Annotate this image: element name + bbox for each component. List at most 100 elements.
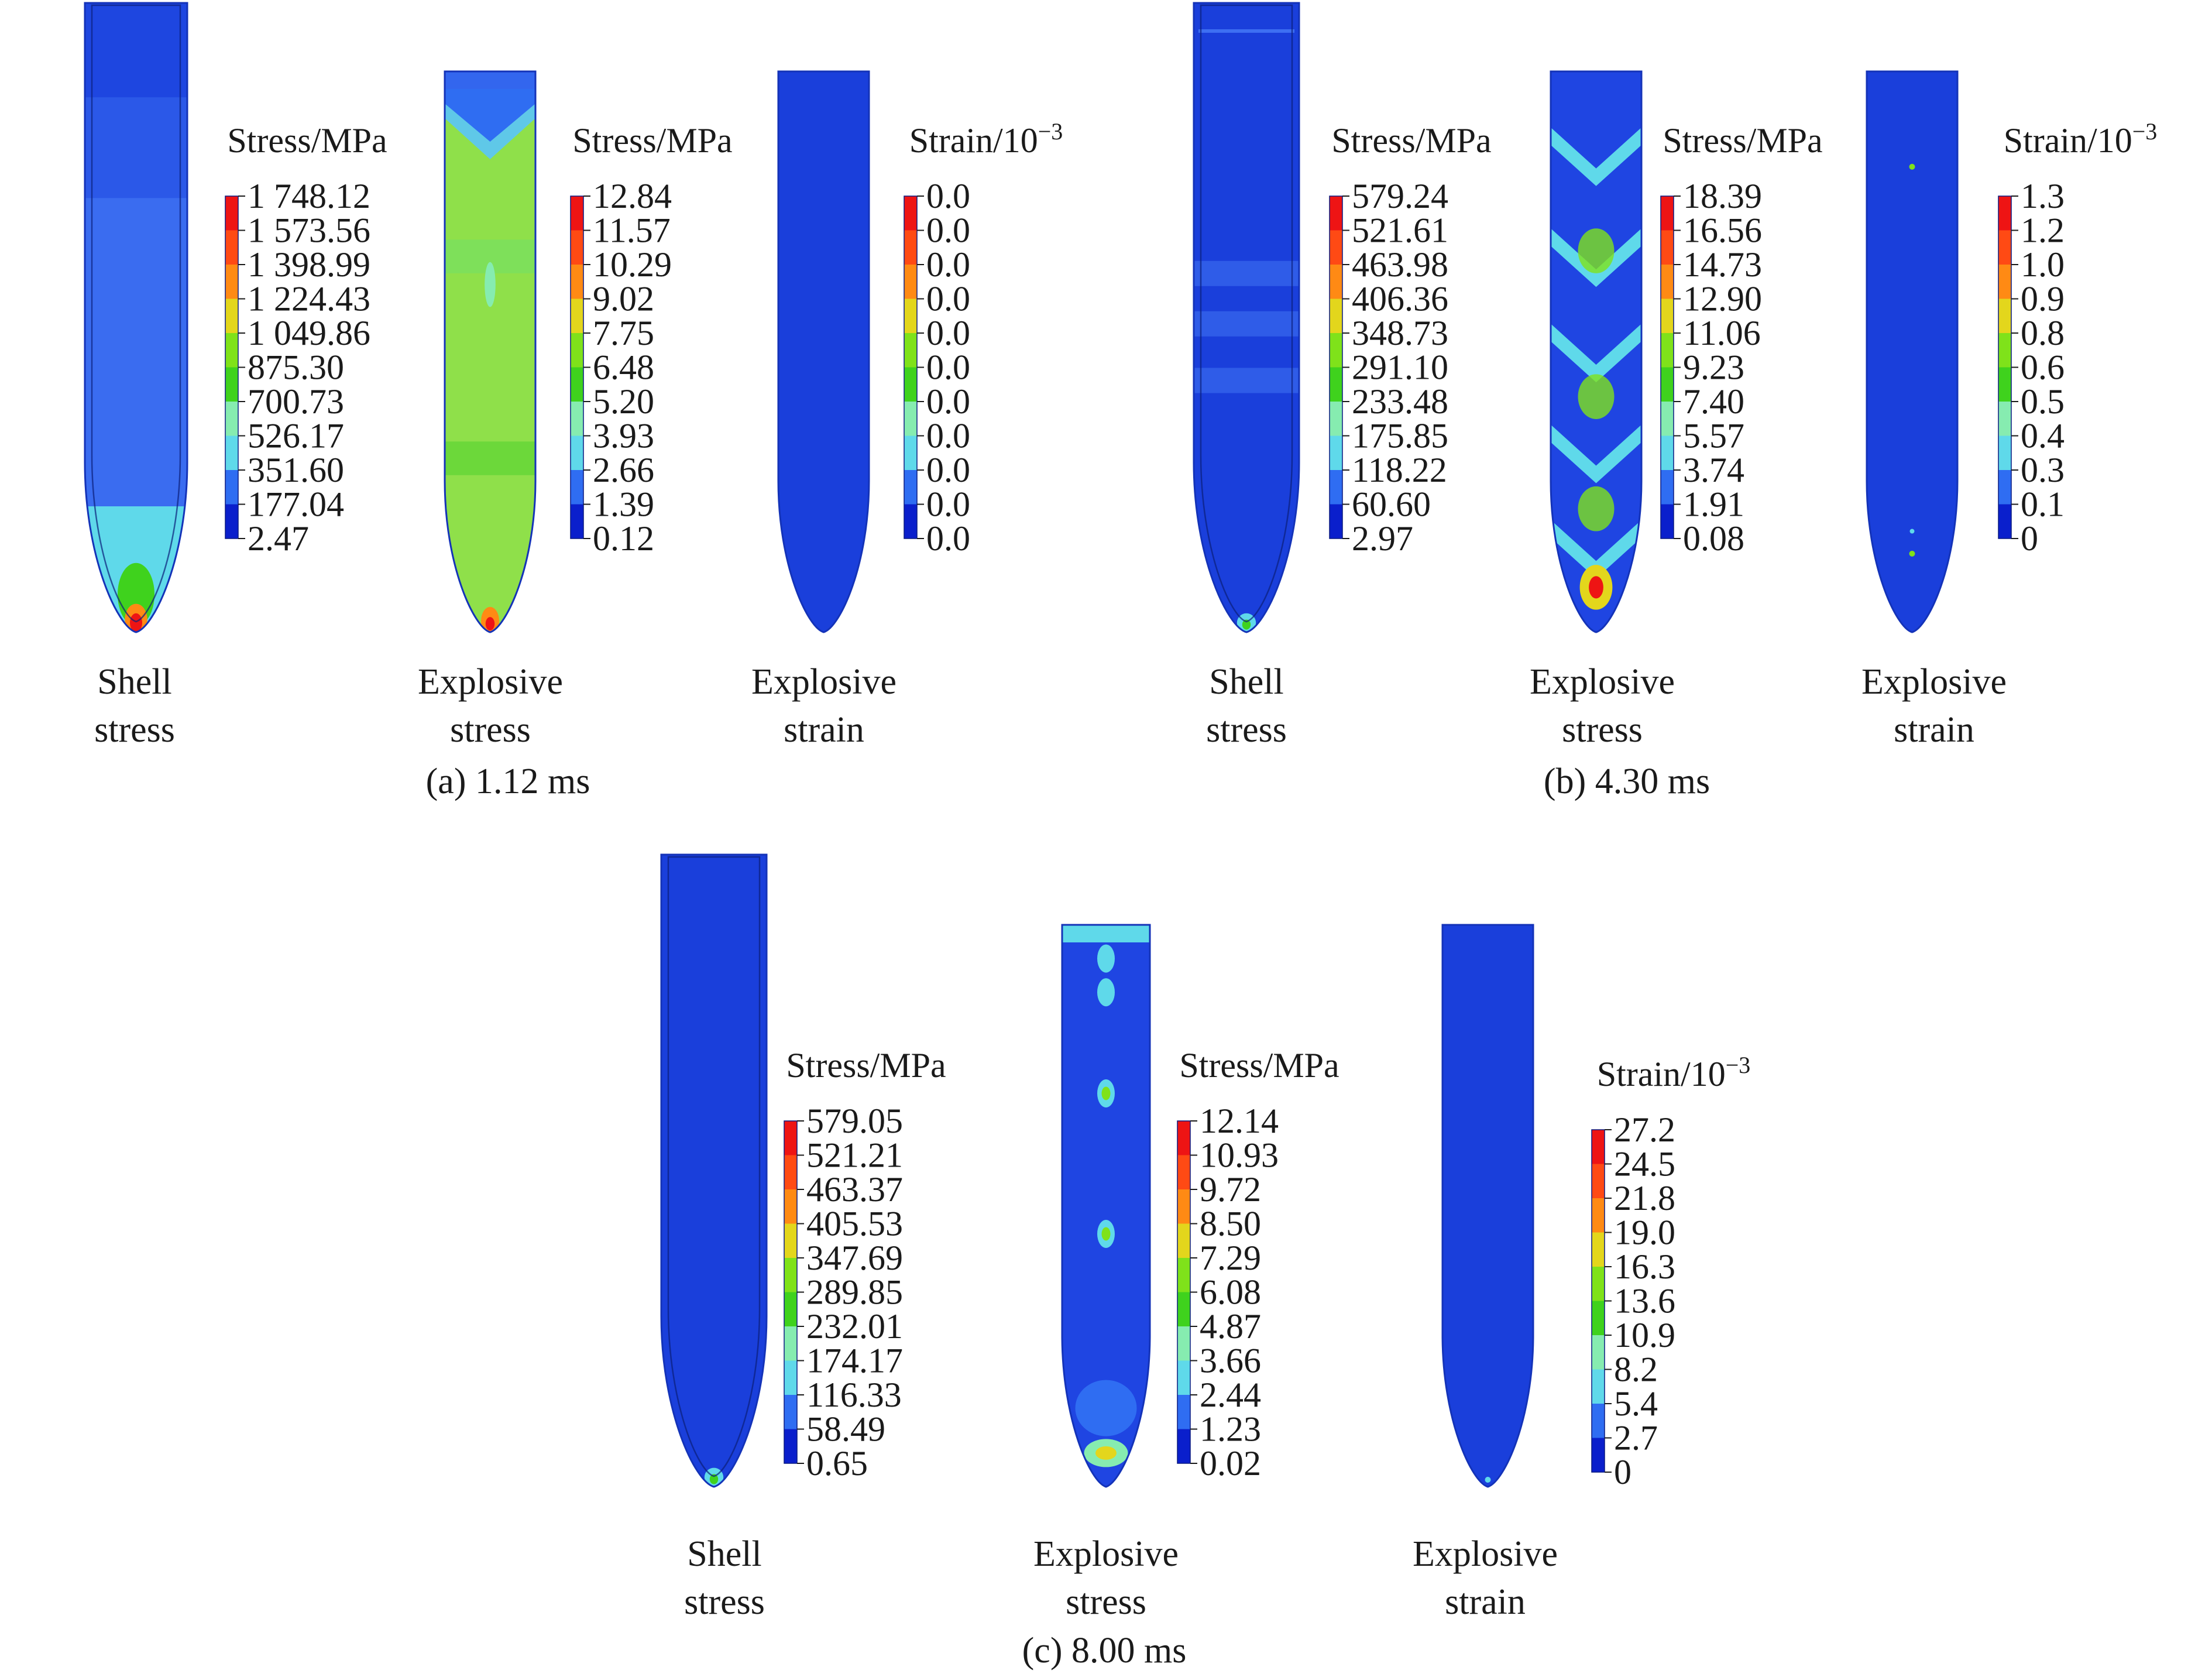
color-scale-segment (1330, 265, 1342, 299)
color-scale-segment (571, 265, 583, 299)
contour-band (445, 89, 535, 142)
tick-label: 1 748.12 (248, 177, 370, 215)
tick-label: 21.8 (1614, 1179, 1675, 1218)
color-scale-segment (784, 1360, 797, 1395)
color-scale-segment (571, 402, 583, 436)
color-scale-segment (1661, 265, 1674, 299)
legend-title-text: Stress/MPa (227, 121, 387, 160)
color-scale-segment (784, 1395, 797, 1429)
tick-label: 24.5 (1614, 1145, 1675, 1184)
tick-label: 579.05 (806, 1102, 903, 1140)
tick-label: 19.0 (1614, 1213, 1675, 1252)
tick-label: 58.49 (806, 1410, 885, 1449)
color-scale-segment (1661, 470, 1674, 505)
panel-caption: stress (450, 710, 531, 750)
legend-title-text: Strain/10 (2004, 121, 2132, 160)
tick-label: 0.1 (2021, 485, 2065, 524)
color-scale-segment (1177, 1258, 1190, 1292)
color-scale-bar (1660, 196, 1674, 539)
legend-title-text: Stress/MPa (1179, 1046, 1339, 1085)
color-scale-segment (1592, 1335, 1605, 1370)
legend-title: Stress/MPa (1331, 121, 1491, 160)
color-scale-segment (1592, 1369, 1605, 1404)
tick-label: 0.0 (926, 177, 970, 215)
color-scale-segment (1177, 1429, 1190, 1464)
color-scale-bar (1998, 196, 2012, 539)
tick-label: 118.22 (1352, 451, 1447, 489)
legend-title: Strain/10−3 (1597, 1052, 1751, 1093)
color-scale-segment (904, 504, 917, 539)
color-scale-segment (904, 299, 917, 334)
tick-label: 1.3 (2021, 177, 2065, 215)
color-scale-bar (1177, 1120, 1191, 1464)
tick-label: 12.14 (1200, 1102, 1279, 1140)
panel-group: Stress/MPa 579.05521.21463.37405.53347.69… (660, 853, 1751, 1671)
panel-caption: Explosive (1413, 1534, 1558, 1574)
color-scale-segment (225, 230, 238, 265)
color-scale-segment (571, 230, 583, 265)
tick-label: 289.85 (806, 1273, 903, 1312)
body-outline (1061, 924, 1151, 1488)
tick-label: 2.66 (593, 451, 654, 489)
color-scale-segment (784, 1223, 797, 1258)
tick-label: 13.6 (1614, 1282, 1675, 1321)
tick-label: 0.3 (2021, 451, 2065, 489)
body-outline (444, 70, 537, 633)
panel-caption: Shell (687, 1534, 761, 1574)
tick-label: 18.39 (1683, 177, 1762, 215)
explosive-panel: Strain/10−3 1.31.21.00.90.80.60.50.40.30.… (1861, 70, 2157, 750)
legend-title-exponent: −3 (1726, 1052, 1751, 1078)
tick-label: 463.98 (1352, 245, 1448, 284)
color-scale-segment (904, 367, 917, 402)
color-scale-segment (1592, 1198, 1605, 1233)
contour-spot (1095, 1446, 1117, 1460)
color-scale-segment (784, 1292, 797, 1327)
contour-spot (1578, 486, 1615, 531)
panel-caption: stress (94, 710, 175, 750)
explosive-panel: Stress/MPa 12.8411.5710.299.027.756.485.2… (418, 70, 733, 750)
tick-label: 7.75 (593, 314, 654, 352)
body-outline (1550, 70, 1643, 633)
color-scale-segment (1661, 402, 1674, 436)
color-scale-segment (225, 196, 238, 231)
tick-label: 700.73 (248, 382, 344, 421)
contour-spot (1242, 619, 1251, 630)
tick-label: 0.0 (926, 280, 970, 318)
contour-spot (1101, 1227, 1111, 1241)
body-outline (660, 853, 768, 1488)
color-scale-bar (570, 196, 584, 539)
tick-label: 12.90 (1683, 280, 1762, 318)
color-scale-segment (1330, 333, 1342, 368)
color-scale-segment (784, 1121, 797, 1155)
shell-inner-outline (91, 4, 181, 623)
color-scale-segment (1998, 333, 2011, 368)
legend-title: Strain/10−3 (909, 118, 1063, 160)
tick-label: 10.93 (1200, 1136, 1279, 1175)
tick-label: 14.73 (1683, 245, 1762, 284)
legend-title: Stress/MPa (1663, 121, 1822, 160)
contour-band (445, 71, 535, 632)
tick-label: 1.23 (1200, 1410, 1261, 1449)
color-scale-segment (571, 299, 583, 334)
tick-label: 4.87 (1200, 1307, 1261, 1346)
tick-label: 1.0 (2021, 245, 2065, 284)
body-outline (84, 2, 188, 633)
tick-label: 526.17 (248, 417, 344, 455)
tick-label: 291.10 (1352, 348, 1448, 387)
tick-label: 1 049.86 (248, 314, 370, 352)
tick-label: 11.06 (1683, 314, 1761, 352)
color-scale-segment (1177, 1155, 1190, 1190)
tick-label: 463.37 (806, 1170, 903, 1209)
color-scale-segment (1330, 402, 1342, 436)
body-outline (1193, 2, 1300, 633)
group-label: (c) 8.00 ms (1022, 1631, 1187, 1671)
legend-title-text: Stress/MPa (572, 121, 732, 160)
color-scale-segment (1177, 1326, 1190, 1361)
tick-label: 0.0 (926, 348, 970, 387)
group-label: (b) 4.30 ms (1544, 762, 1710, 801)
tick-label: 3.66 (1200, 1342, 1261, 1380)
color-scale-segment (571, 333, 583, 368)
tick-label: 175.85 (1352, 417, 1448, 455)
color-scale-segment (1177, 1121, 1190, 1155)
color-scale-segment (904, 470, 917, 505)
